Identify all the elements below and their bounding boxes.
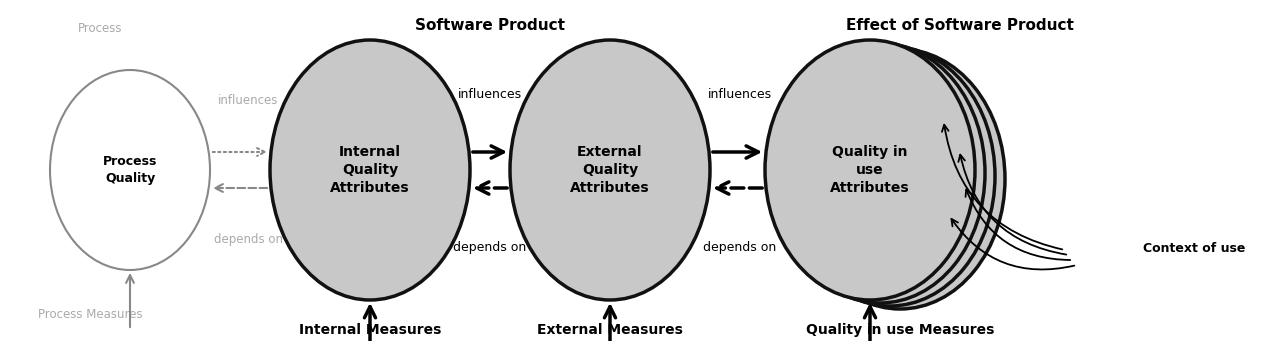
Ellipse shape <box>765 40 975 300</box>
Text: Process: Process <box>78 21 123 34</box>
Text: depends on: depends on <box>703 241 776 254</box>
Text: influences: influences <box>709 89 773 102</box>
Text: Process Measures: Process Measures <box>37 309 142 322</box>
Text: Quality in
use
Attributes: Quality in use Attributes <box>830 145 909 195</box>
Text: depends on: depends on <box>453 241 527 254</box>
Text: External Measures: External Measures <box>537 323 683 337</box>
Ellipse shape <box>785 46 995 306</box>
Text: influences: influences <box>217 93 279 106</box>
Text: Process
Quality: Process Quality <box>102 155 157 185</box>
Ellipse shape <box>775 43 985 303</box>
Ellipse shape <box>270 40 469 300</box>
Text: Context of use: Context of use <box>1142 241 1244 254</box>
Text: Effect of Software Product: Effect of Software Product <box>847 18 1074 33</box>
Ellipse shape <box>50 70 210 270</box>
Text: Internal Measures: Internal Measures <box>299 323 441 337</box>
Text: depends on: depends on <box>214 234 283 247</box>
Ellipse shape <box>510 40 710 300</box>
Text: Software Product: Software Product <box>414 18 565 33</box>
Text: Internal
Quality
Attributes: Internal Quality Attributes <box>330 145 409 195</box>
Text: External
Quality
Attributes: External Quality Attributes <box>570 145 650 195</box>
Ellipse shape <box>796 49 1005 309</box>
Text: influences: influences <box>458 89 522 102</box>
Text: Quality in use Measures: Quality in use Measures <box>806 323 994 337</box>
